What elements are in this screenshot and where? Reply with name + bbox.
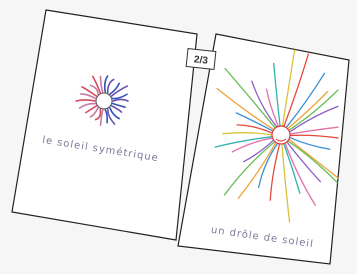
left-sun-face <box>96 93 112 109</box>
left-card <box>12 10 197 240</box>
badge-text: 2/3 <box>193 54 208 66</box>
page-badge: 2/3 <box>186 49 216 70</box>
page: le soleil symétrique un drôle de soleil … <box>0 0 357 274</box>
scene: le soleil symétrique un drôle de soleil … <box>0 0 357 274</box>
